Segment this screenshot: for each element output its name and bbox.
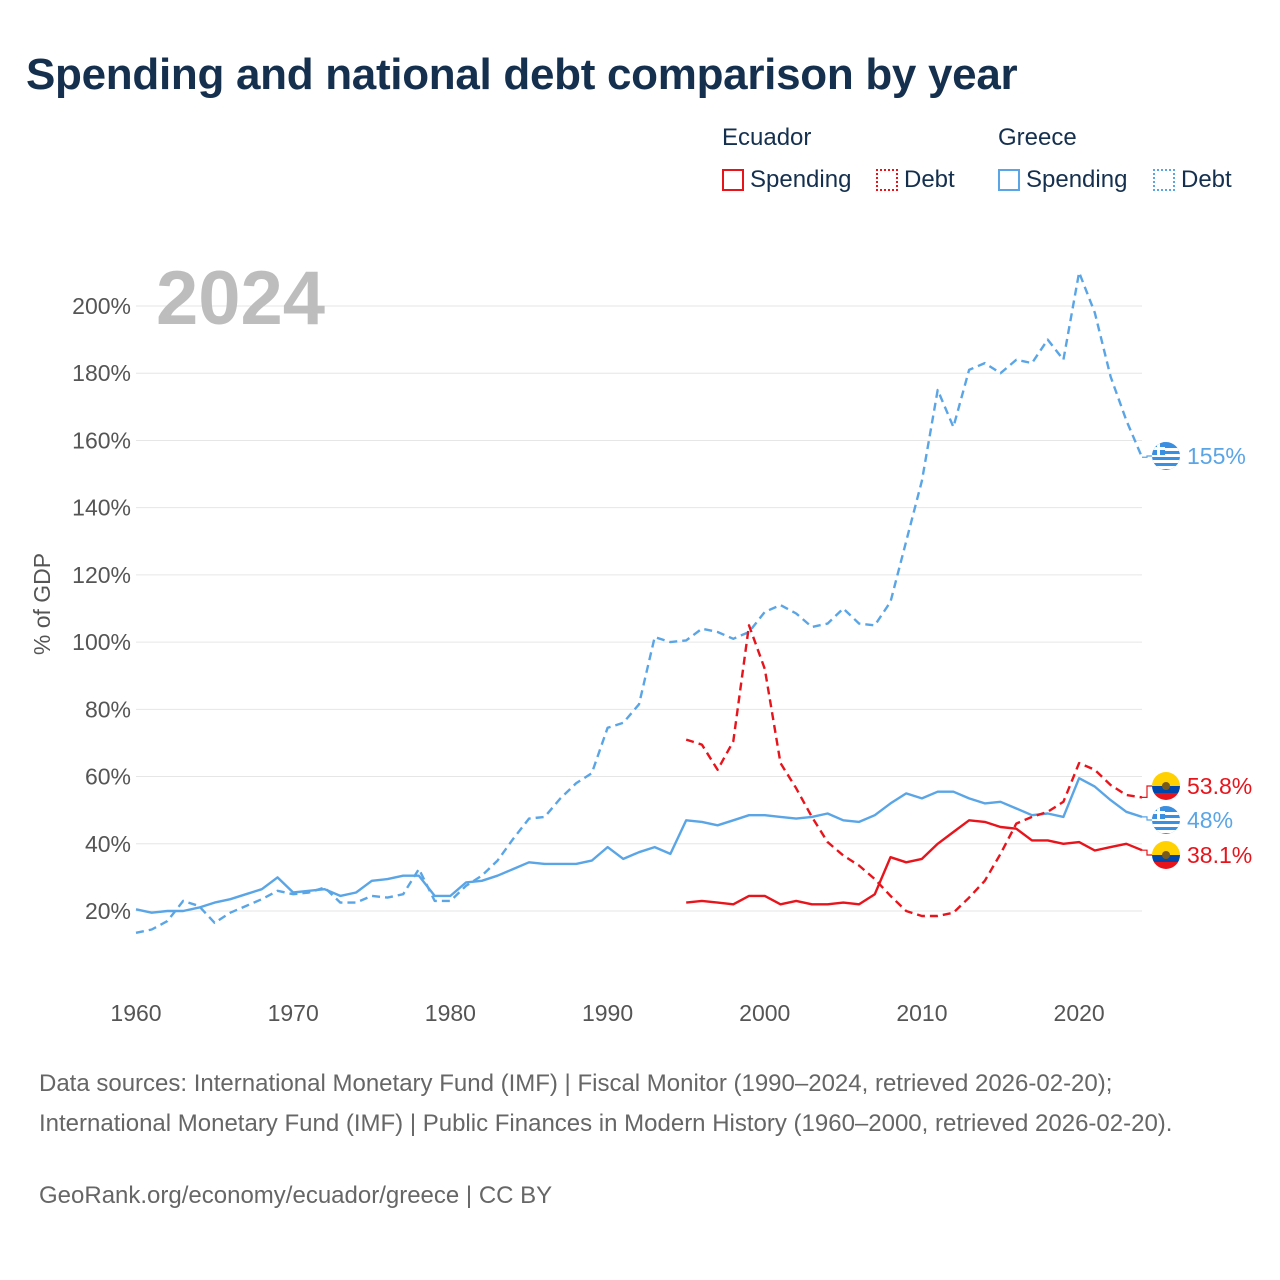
y-axis-label: % of GDP [29, 553, 55, 655]
end-label-greece-debt: 155% [1187, 443, 1246, 469]
x-tick-label: 1960 [110, 1000, 161, 1026]
end-connector [1142, 849, 1152, 856]
end-label-greece-spending: 48% [1187, 807, 1233, 833]
end-label-ecuador-debt: 53.8% [1187, 773, 1252, 799]
series-line-greece-spending[interactable] [135, 777, 1143, 914]
legend-label: Spending [750, 166, 852, 193]
x-tick-label: 2010 [896, 1000, 947, 1026]
end-connector [1142, 785, 1152, 798]
y-tick-label: 20% [85, 898, 131, 924]
x-axis-ticks: 1960 1970 1980 1990 2000 2010 2020 [110, 1000, 1104, 1026]
credit-link[interactable]: GeoRank.org/economy/ecuador/greece | CC … [39, 1182, 553, 1209]
y-tick-label: 200% [72, 293, 131, 319]
end-label-connectors [1142, 455, 1152, 856]
y-tick-label: 180% [72, 360, 131, 386]
y-tick-label: 60% [85, 764, 131, 790]
legend-ecuador-debt[interactable]: Debt [876, 166, 955, 194]
legend-title-greece: Greece [998, 124, 1077, 151]
x-tick-label: 2000 [739, 1000, 790, 1026]
data-sources: Data sources: International Monetary Fun… [39, 1070, 1173, 1137]
series-line-greece-debt[interactable] [135, 271, 1144, 934]
legend-label: Spending [1026, 166, 1128, 193]
legend-greece-debt[interactable]: Debt [1153, 166, 1232, 194]
series-lines [135, 271, 1144, 934]
chart-svg: 20% 40% 60% 80% 100% 120% 140% 160% 180% 200% 196… [29, 256, 1252, 1026]
end-connector [1142, 455, 1152, 458]
current-year-label: 2024 [156, 256, 325, 341]
legend-swatch-dotted-icon [876, 169, 898, 191]
legend-title-ecuador: Ecuador [722, 124, 812, 151]
series-line-ecuador-debt[interactable] [685, 624, 1143, 918]
y-axis-ticks: 20% 40% 60% 80% 100% 120% 140% 160% 180% 200% [72, 293, 131, 924]
legend-label: Debt [1181, 166, 1232, 193]
chart-title: Spending and national debt comparison by… [26, 50, 1018, 99]
series-line-ecuador-spending[interactable] [686, 819, 1143, 906]
y-tick-label: 120% [72, 562, 131, 588]
y-tick-label: 100% [72, 629, 131, 655]
y-tick-label: 160% [72, 427, 131, 453]
x-tick-label: 1970 [268, 1000, 319, 1026]
x-tick-label: 1990 [582, 1000, 633, 1026]
greece-flag-icon [1152, 806, 1180, 834]
y-tick-label: 80% [85, 696, 131, 722]
y-tick-label: 40% [85, 831, 131, 857]
legend-greece-spending[interactable]: Spending [998, 166, 1127, 194]
legend-swatch-solid-icon [998, 169, 1020, 191]
end-connector [1142, 816, 1152, 821]
legend-label: Debt [904, 166, 955, 193]
legend-swatch-solid-icon [722, 169, 744, 191]
gridlines [136, 305, 1142, 912]
end-label-ecuador-spending: 38.1% [1187, 842, 1252, 868]
ecuador-flag-icon [1152, 841, 1180, 869]
x-tick-label: 2020 [1054, 1000, 1105, 1026]
y-tick-label: 140% [72, 495, 131, 521]
legend-ecuador-spending[interactable]: Spending [722, 166, 851, 194]
greece-flag-icon [1152, 442, 1180, 470]
x-tick-label: 1980 [425, 1000, 476, 1026]
legend-swatch-dotted-icon [1153, 169, 1175, 191]
ecuador-flag-icon [1152, 772, 1180, 800]
